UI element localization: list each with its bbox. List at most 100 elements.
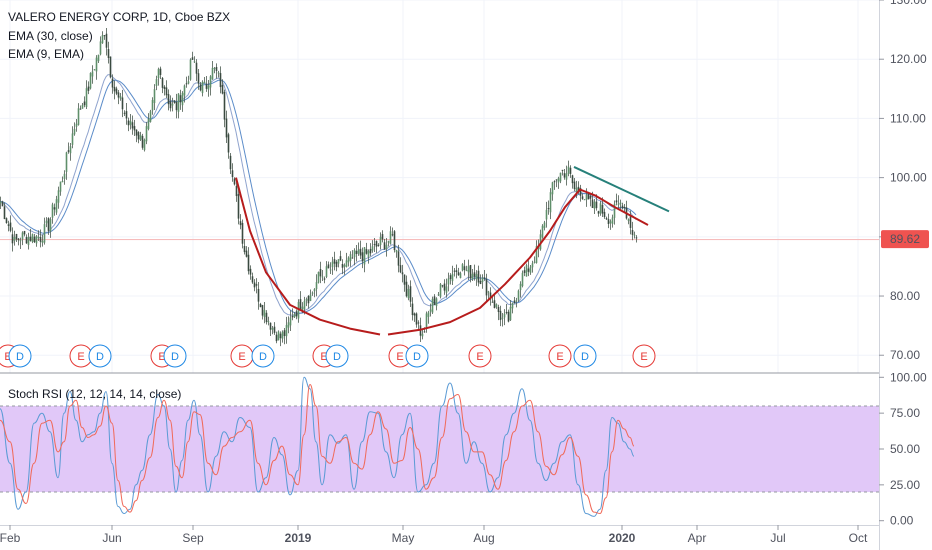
candle-body <box>153 89 156 103</box>
dividend-marker[interactable]: D <box>325 344 349 368</box>
earnings-marker[interactable]: E <box>632 344 656 368</box>
candle-body <box>71 133 74 145</box>
candle-body <box>175 101 178 111</box>
marker-letter: D <box>333 351 341 363</box>
candle-body <box>581 196 584 199</box>
marker-circle <box>8 344 32 368</box>
candle-body <box>505 312 508 314</box>
candle-body <box>629 216 632 228</box>
candle-body <box>429 309 432 312</box>
marker-letter: E <box>396 351 403 363</box>
marker-letter: D <box>259 351 267 363</box>
candle-body <box>179 95 182 103</box>
candle-body <box>67 150 70 152</box>
candle-body <box>555 179 558 181</box>
candle-body <box>325 266 328 277</box>
candle-body <box>455 270 458 272</box>
candle-body <box>605 218 608 220</box>
candle-body <box>289 317 292 326</box>
candle-body <box>255 284 258 286</box>
stoch-rsi-tick-label: 75.00 <box>890 406 920 420</box>
stoch-d-line <box>0 383 635 515</box>
earnings-marker[interactable]: E <box>69 344 93 368</box>
candle-body <box>183 85 186 96</box>
candle-body <box>417 322 420 324</box>
marker-letter: D <box>581 351 589 363</box>
candle-body <box>25 237 28 244</box>
ema-30-legend[interactable]: EMA (30, close) <box>8 29 93 43</box>
candle-body <box>465 270 468 272</box>
earnings-marker[interactable]: E <box>230 344 254 368</box>
marker-letter: E <box>640 351 647 363</box>
earnings-marker[interactable]: E <box>548 344 572 368</box>
candle-body <box>271 327 274 330</box>
last-price-label: 89.62 <box>890 232 920 246</box>
dividend-marker[interactable]: D <box>573 344 597 368</box>
candle-body <box>313 289 316 292</box>
candle-body <box>15 233 18 240</box>
candle-body <box>199 84 202 91</box>
dividend-marker[interactable]: D <box>405 344 429 368</box>
candle-body <box>513 300 516 304</box>
stoch-rsi-axis[interactable]: 0.00 25.00 50.00 75.00 100.00 <box>879 370 927 528</box>
candle-body <box>173 100 176 103</box>
candle-body <box>567 166 570 174</box>
dividend-marker[interactable]: D <box>251 344 275 368</box>
marker-circle <box>163 344 187 368</box>
dividend-marker[interactable]: D <box>88 344 112 368</box>
candle-body <box>475 274 478 280</box>
candle-body <box>469 265 472 279</box>
marker-letter: E <box>320 351 327 363</box>
candle-body <box>145 126 148 142</box>
candle-body <box>529 266 532 273</box>
candle-body <box>501 317 504 319</box>
dividend-marker[interactable]: D <box>8 344 32 368</box>
candle-body <box>599 203 602 214</box>
candle-body <box>395 249 398 253</box>
ema-9-legend[interactable]: EMA (9, EMA) <box>8 47 84 61</box>
candle-body <box>323 278 326 280</box>
candle-body <box>451 273 454 282</box>
candle-body <box>571 175 574 184</box>
candle-body <box>171 103 174 106</box>
candle-body <box>37 237 40 239</box>
candle-body <box>99 41 102 55</box>
candle-body <box>135 129 138 136</box>
stoch-rsi-pane[interactable] <box>0 376 879 517</box>
candle-body <box>149 111 152 122</box>
time-axis[interactable]: Feb Jun Sep 2019 May Aug 2020 Apr Jul Oct <box>0 525 868 545</box>
candle-body <box>63 173 66 179</box>
symbol-title[interactable]: VALERO ENERGY CORP, 1D, Cboe BZX <box>8 10 230 24</box>
candle-body <box>521 272 524 287</box>
candle-body <box>217 72 220 74</box>
candle-body <box>111 78 114 88</box>
time-tick-label: Oct <box>849 531 868 545</box>
drawings[interactable] <box>235 166 670 336</box>
candle-body <box>621 205 624 209</box>
candle-body <box>105 33 108 48</box>
candle-body <box>337 259 340 264</box>
candle-body <box>85 88 88 107</box>
candle-body <box>115 88 118 94</box>
candle-body <box>249 268 252 275</box>
stoch-rsi-legend[interactable]: Stoch RSI (12, 12, 14, 14, close) <box>8 387 181 401</box>
candle-body <box>389 231 392 244</box>
candle-body <box>369 248 372 254</box>
candle-body <box>169 101 172 109</box>
candle-body <box>329 269 332 271</box>
candle-body <box>301 306 304 311</box>
candle-body <box>587 192 590 200</box>
candle-body <box>447 278 450 285</box>
candle-body <box>95 57 98 72</box>
candle-body <box>317 272 320 283</box>
candle-body <box>631 230 634 235</box>
stoch-rsi-tick-label: 50.00 <box>890 442 920 456</box>
marker-circle <box>88 344 112 368</box>
dividend-marker[interactable]: D <box>163 344 187 368</box>
candle-body <box>285 324 288 337</box>
earnings-marker[interactable]: E <box>468 344 492 368</box>
